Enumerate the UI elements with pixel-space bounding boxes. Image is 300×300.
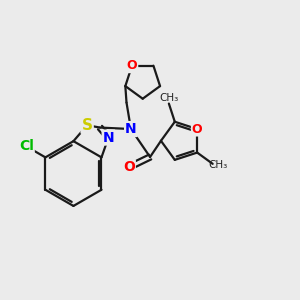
Text: N: N [103, 130, 114, 145]
Text: O: O [192, 122, 202, 136]
Text: O: O [123, 160, 135, 174]
Text: CH₃: CH₃ [159, 93, 178, 103]
Text: O: O [127, 59, 137, 72]
Text: CH₃: CH₃ [208, 160, 228, 170]
Text: S: S [82, 118, 93, 133]
Text: Cl: Cl [19, 139, 34, 153]
Text: N: N [125, 122, 137, 136]
